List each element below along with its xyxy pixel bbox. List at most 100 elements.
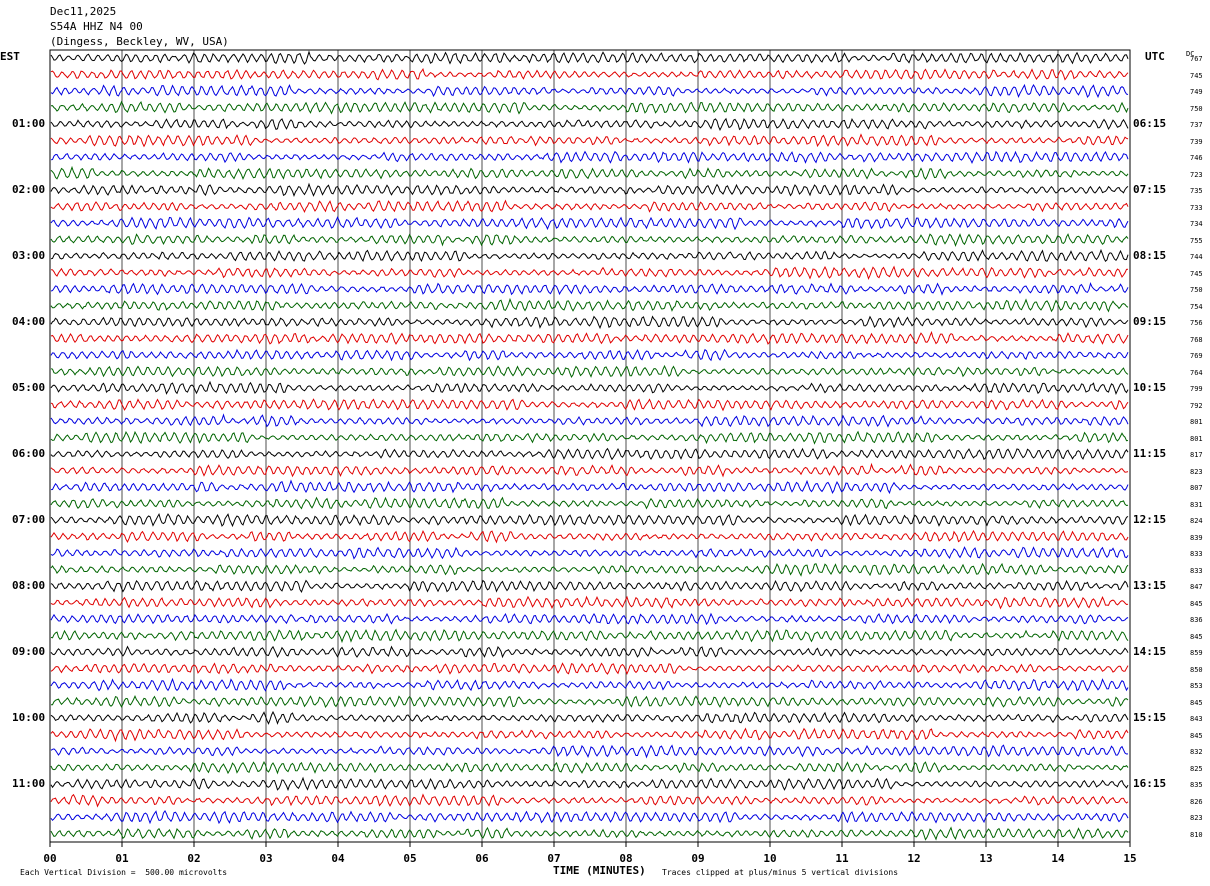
seismic-trace: [50, 182, 1129, 198]
x-axis-title: TIME (MINUTES): [553, 864, 646, 877]
seismic-trace: [50, 595, 1129, 610]
x-tick-label: 06: [475, 852, 489, 865]
header-date: Dec11,2025: [50, 5, 117, 18]
dc-offset-value: 745: [1190, 269, 1203, 278]
seismic-trace: [50, 398, 1129, 412]
header-location: (Dingess, Beckley, WV, USA): [50, 35, 229, 48]
left-hour-label: 09:00: [12, 645, 46, 658]
dc-offset-value: 734: [1190, 220, 1203, 228]
seismic-trace: [50, 265, 1129, 281]
dc-offset-value: 745: [1190, 71, 1203, 80]
x-tick-label: 04: [331, 852, 345, 865]
seismic-trace: [51, 694, 1129, 709]
dc-offset-value: 845: [1190, 599, 1203, 608]
x-tick-label: 08: [619, 852, 633, 865]
seismic-trace: [50, 297, 1129, 313]
seismic-trace: [50, 216, 1129, 231]
left-timezone-label: EST: [0, 50, 20, 63]
dc-offset-value: 749: [1190, 88, 1203, 96]
seismic-trace: [50, 133, 1129, 148]
seismic-trace: [50, 744, 1129, 759]
left-hour-label: 07:00: [12, 513, 46, 526]
dc-offset-value: 853: [1190, 682, 1203, 690]
dc-offset-value: 737: [1190, 121, 1203, 129]
x-tick-label: 09: [691, 852, 705, 865]
seismic-trace: [50, 199, 1129, 214]
seismic-trace: [50, 512, 1129, 528]
right-hour-label: 12:15: [1133, 513, 1167, 526]
seismic-trace: [50, 612, 1129, 626]
left-hour-label: 02:00: [12, 183, 46, 196]
dc-offset-value: 755: [1190, 236, 1203, 245]
seismic-trace: [50, 100, 1129, 115]
seismic-trace: [50, 793, 1129, 808]
left-hour-label: 03:00: [12, 249, 46, 262]
x-tick-label: 00: [43, 852, 57, 865]
x-tick-label: 12: [907, 852, 921, 865]
dc-offset-value: 845: [1190, 731, 1203, 740]
dc-offset-value: 835: [1190, 781, 1203, 789]
right-timezone-label: UTC: [1145, 50, 1165, 63]
right-hour-label: 07:15: [1133, 183, 1167, 196]
dc-offset-value: 735: [1190, 187, 1203, 195]
seismic-trace: [50, 727, 1129, 743]
clip-note: Traces clipped at plus/minus 5 vertical …: [662, 868, 899, 877]
x-tick-label: 13: [979, 852, 993, 865]
dc-offset-value: 845: [1190, 698, 1203, 707]
dc-offset-value: 799: [1190, 385, 1203, 393]
seismic-trace: [50, 380, 1129, 395]
seismic-trace: [50, 233, 1129, 247]
right-hour-label: 16:15: [1133, 777, 1167, 790]
dc-offset-value: 850: [1190, 665, 1203, 674]
seismic-trace: [50, 165, 1129, 181]
dc-offset-value: 836: [1190, 616, 1203, 624]
dc-offset-value: 750: [1190, 104, 1203, 113]
plot-frame: [49, 49, 1131, 843]
dc-offset-value: 767: [1190, 55, 1203, 63]
left-hour-label: 11:00: [12, 777, 46, 790]
seismic-trace: [50, 496, 1129, 510]
seismic-trace: [50, 479, 1129, 495]
dc-offset-value: 723: [1190, 170, 1203, 179]
x-tick-label: 15: [1123, 852, 1137, 865]
x-tick-label: 11: [835, 852, 849, 865]
seismic-trace: [50, 546, 1129, 560]
left-hour-label: 04:00: [12, 315, 46, 328]
dc-offset-value: 769: [1190, 352, 1203, 360]
dc-offset-value: 810: [1190, 830, 1203, 839]
dc-offset-value: 826: [1190, 797, 1203, 806]
x-tick-label: 05: [403, 852, 417, 865]
dc-offset-value: 756: [1190, 319, 1203, 327]
seismic-trace: [50, 562, 1129, 577]
dc-offset-value: 768: [1190, 335, 1203, 344]
left-hour-label: 06:00: [12, 447, 46, 460]
dc-offset-value: 744: [1190, 253, 1203, 261]
seismic-trace: [50, 579, 1129, 594]
seismic-trace: [50, 677, 1129, 692]
seismic-trace: [50, 117, 1129, 131]
dc-offset-value: 845: [1190, 632, 1203, 641]
dc-offset-value: 764: [1190, 368, 1203, 377]
seismic-trace: [50, 248, 1129, 263]
dc-offset-value: 825: [1190, 764, 1203, 773]
dc-offset-value: 750: [1190, 286, 1203, 294]
dc-offset-value: 824: [1190, 517, 1203, 525]
seismic-trace: [50, 282, 1129, 296]
right-hour-label: 15:15: [1133, 711, 1167, 724]
dc-offset-value: 792: [1190, 401, 1203, 410]
left-hour-label: 05:00: [12, 381, 46, 394]
dc-offset-value: 833: [1190, 550, 1203, 558]
right-hour-label: 10:15: [1133, 381, 1167, 394]
x-tick-label: 02: [187, 852, 201, 865]
seismic-trace: [50, 710, 1129, 725]
x-tick-label: 01: [115, 852, 129, 865]
seismic-trace: [50, 628, 1129, 644]
dc-offset-value: 746: [1190, 154, 1203, 162]
left-hour-label: 01:00: [12, 117, 46, 130]
dc-header-label: DC: [1186, 50, 1195, 58]
dc-offset-value: 823: [1190, 467, 1203, 476]
dc-offset-value: 839: [1190, 533, 1203, 542]
seismic-trace: [50, 529, 1129, 544]
right-hour-label: 08:15: [1133, 249, 1167, 262]
